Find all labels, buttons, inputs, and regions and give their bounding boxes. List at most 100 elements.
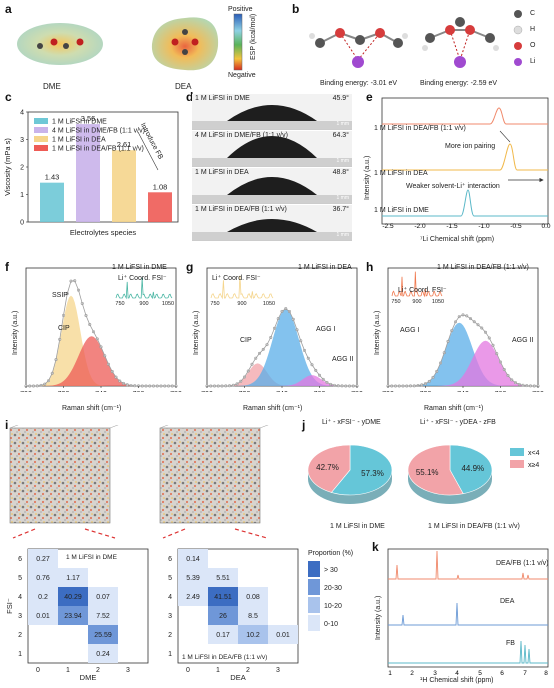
c-bar bbox=[76, 124, 100, 222]
raman-tick-label: 740 bbox=[276, 391, 288, 392]
c-ytick-label: 0 bbox=[20, 220, 24, 227]
raman-inset-tick: 750 bbox=[391, 299, 400, 305]
c-bar-value: 3.56 bbox=[81, 114, 96, 123]
e-tick: -0.5 bbox=[510, 223, 522, 230]
contact-angle-label: 1 M LiFSI in DME bbox=[195, 95, 250, 102]
raman-tick-label: 720 bbox=[58, 391, 70, 392]
raman-inset-line bbox=[210, 275, 274, 300]
panel-label-d: d bbox=[186, 90, 194, 104]
f-title: 1 M LiFSI in DME bbox=[112, 264, 167, 271]
contact-angle-label: 4 M LiFSI in DME/FB (1:1 v/v) bbox=[195, 132, 288, 139]
e-tick: 0.0 bbox=[541, 223, 550, 230]
heatmap-cell-value: 10.2 bbox=[246, 632, 260, 639]
scale-bar-label: 1 mm bbox=[336, 158, 350, 164]
heatmap-ytick: 5 bbox=[168, 575, 172, 582]
heatmap-ylabel: FSI⁻ bbox=[5, 598, 14, 614]
legend-o: O bbox=[530, 42, 536, 49]
c-annotation: Introduce FB bbox=[139, 122, 164, 161]
pie-label: 44.9% bbox=[461, 464, 484, 473]
g-title: 1 M LiFSI in DEA bbox=[298, 264, 352, 271]
heatmap-ytick: 6 bbox=[18, 556, 22, 563]
substrate bbox=[192, 195, 352, 203]
heatmap-cell-value: 0.76 bbox=[36, 575, 50, 582]
heatmap-legend-title: Proportion (%) bbox=[308, 550, 353, 557]
contact-angle-value: 48.8° bbox=[332, 169, 349, 176]
k-tick: 7 bbox=[523, 670, 527, 677]
h-peak-agg2: AGG II bbox=[512, 337, 534, 344]
pie-label: 55.1% bbox=[416, 468, 439, 477]
raman-inset-tick: 1050 bbox=[432, 299, 444, 305]
scale-bar-label: 1 mm bbox=[336, 121, 350, 127]
c-legend-label: 1 M LiFSI in DME bbox=[52, 119, 107, 126]
raman-tick-label: 700 bbox=[201, 391, 213, 392]
heatmap-ytick: 6 bbox=[168, 556, 172, 563]
c-bar-value: 1.08 bbox=[153, 182, 168, 191]
heatmap-cell bbox=[58, 606, 88, 625]
c-legend-label: 1 M LiFSI in DEA bbox=[52, 137, 106, 144]
heatmap-cell-value: 0.08 bbox=[246, 594, 260, 601]
f-peak-cip: CIP bbox=[58, 325, 70, 332]
md-snapshots bbox=[9, 425, 269, 539]
heatmap-legend-label: 0-10 bbox=[324, 621, 338, 628]
c-annotation-arrow bbox=[137, 131, 159, 171]
k-tick: 4 bbox=[455, 670, 459, 677]
g-peak-cip: CIP bbox=[240, 337, 252, 344]
g-ylabel: Intensity (a.u.) bbox=[193, 310, 200, 355]
c-legend-label: 1 M LiFSI in DEA/FB (1:1 v/v) bbox=[52, 146, 144, 153]
heatmap-ytick: 3 bbox=[168, 613, 172, 620]
raman-tick-label: 780 bbox=[351, 391, 363, 392]
e-tick: -2.5 bbox=[382, 223, 394, 230]
raman-inset-tick: 750 bbox=[210, 301, 219, 307]
heatmap-xtick: 0 bbox=[186, 667, 190, 674]
raman-inset-tick: 900 bbox=[412, 299, 421, 305]
droplet-image bbox=[192, 105, 352, 129]
heatmap-ytick: 1 bbox=[168, 651, 172, 658]
heatmap-cell-value: 0.07 bbox=[96, 594, 110, 601]
heatmap-cell bbox=[178, 587, 208, 606]
pie-slice bbox=[449, 444, 493, 495]
heatmap-cell-value: 5.39 bbox=[186, 575, 200, 582]
pie-label: 42.7% bbox=[316, 463, 339, 472]
heatmap-ytick: 5 bbox=[18, 575, 22, 582]
e-trace-label-dme: 1 M LiFSI in DME bbox=[374, 207, 429, 214]
k-trace-fb: FB bbox=[506, 640, 515, 647]
heatmap-title: 1 M LiFSI in DEA/FB (1:1 v/v) bbox=[182, 654, 267, 661]
heatmap-cell bbox=[208, 625, 238, 644]
g-xlabel: Raman shift (cm⁻¹) bbox=[243, 405, 303, 412]
heatmap-cell bbox=[238, 625, 268, 644]
heatmap-legend-swatch bbox=[308, 579, 320, 595]
c-bar bbox=[112, 150, 136, 222]
contact-angle-value: 36.7° bbox=[332, 206, 349, 213]
heatmap-cell-value: 23.94 bbox=[64, 613, 82, 620]
heatmap-xtick: 1 bbox=[216, 667, 220, 674]
heatmap-cell-value: 0.01 bbox=[276, 632, 290, 639]
k-tick: 6 bbox=[500, 670, 504, 677]
heatmap-cell-value: 8.5 bbox=[248, 613, 258, 620]
legend-li: Li bbox=[530, 58, 536, 65]
raman-tick-label: 700 bbox=[20, 391, 32, 392]
heatmap-legend-label: > 30 bbox=[324, 567, 338, 574]
c-ytick-label: 1 bbox=[20, 192, 24, 199]
heatmap-title: 1 M LiFSI in DME bbox=[66, 554, 118, 561]
heatmap-ytick: 2 bbox=[18, 632, 22, 639]
contact-angle-row: 1 M LiFSI in DEA 48.8° 1 mm bbox=[192, 168, 352, 204]
esp-surfaces bbox=[17, 13, 243, 71]
mol-label-dme: DME bbox=[43, 82, 61, 91]
pie-legend-swatch bbox=[510, 460, 524, 468]
substrate bbox=[192, 158, 352, 166]
heatmap-dme: 0.27 0.76 1.17 0.2 40.29 0.07 0.01 23.94 7.52 25.… bbox=[5, 548, 149, 682]
g-inset-label: Li⁺ Coord. FSI⁻ bbox=[212, 275, 261, 282]
li-nmr-chart: -2.5 -2.0 -1.5 -1.0 -0.5 0.0 bbox=[381, 97, 551, 230]
c-xlabel: Electrolytes species bbox=[70, 228, 137, 237]
substrate bbox=[192, 232, 352, 240]
contact-angle-row: 1 M LiFSI in DEA/FB (1:1 v/v) 36.7° 1 mm bbox=[192, 205, 352, 241]
cbar-positive-label: Positive bbox=[228, 6, 253, 13]
pie-label: 57.3% bbox=[361, 469, 384, 478]
c-legend-swatch bbox=[34, 145, 48, 151]
contact-angle-label: 1 M LiFSI in DEA/FB (1:1 v/v) bbox=[195, 206, 287, 213]
heatmap-xlabel: DME bbox=[80, 673, 97, 682]
e-trace-label-deafb: 1 M LiFSI in DEA/FB (1:1 v/v) bbox=[374, 125, 466, 132]
pie-slice bbox=[330, 444, 393, 496]
f-peak-ssip: SSIP bbox=[52, 292, 68, 299]
heatmap-cell bbox=[88, 606, 118, 625]
